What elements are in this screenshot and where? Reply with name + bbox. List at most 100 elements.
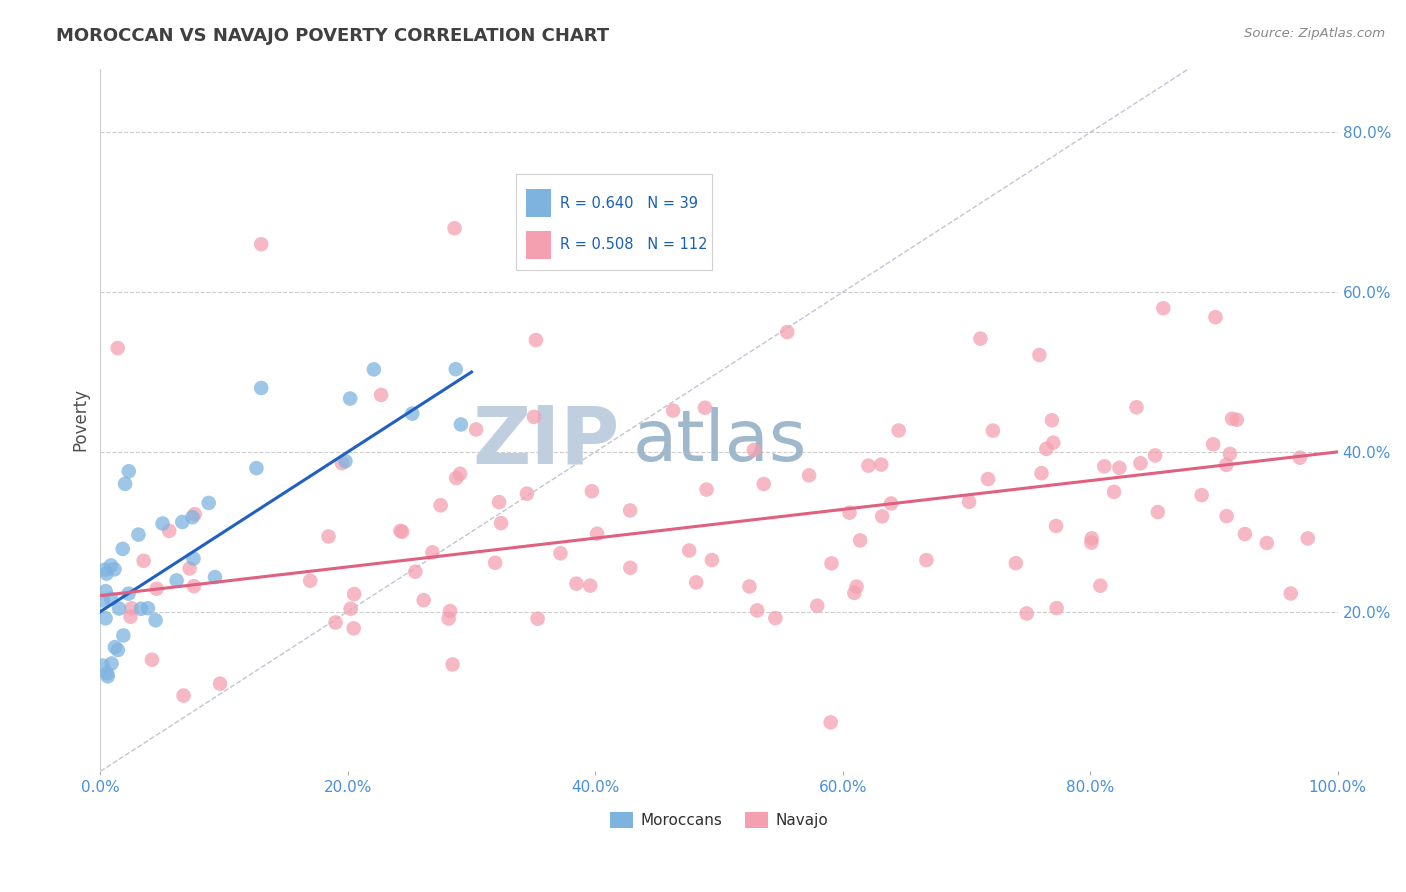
Point [172,515,194,529]
Point [849,533,872,548]
Point [488,495,510,509]
Point [446,471,468,485]
Point [108,601,131,615]
Point [404,565,426,579]
Point [104,640,127,654]
Point [401,407,423,421]
Point [1233,527,1256,541]
Point [619,503,641,517]
Point [981,424,1004,438]
Point [533,212,555,227]
Point [450,417,472,432]
Point [343,621,366,635]
Point [91,593,114,607]
Point [204,570,226,584]
Point [1040,413,1063,427]
Point [145,582,167,596]
Text: MOROCCAN VS NAVAJO POVERTY CORRELATION CHART: MOROCCAN VS NAVAJO POVERTY CORRELATION C… [56,27,609,45]
Point [91,658,114,673]
Point [183,551,205,566]
Point [1288,450,1310,465]
Text: atlas: atlas [633,407,807,475]
Point [693,401,716,415]
Legend: Moroccans, Navajo: Moroccans, Navajo [603,805,834,834]
Point [870,458,893,472]
Point [1125,401,1147,415]
Point [969,332,991,346]
Point [1080,535,1102,549]
Point [181,510,204,524]
Point [738,579,761,593]
Point [96,666,118,681]
Point [245,461,267,475]
Point [449,467,471,481]
Point [157,524,180,538]
Point [1090,579,1112,593]
Point [1092,459,1115,474]
Point [678,543,700,558]
Text: Source: ZipAtlas.com: Source: ZipAtlas.com [1244,27,1385,40]
Point [820,557,842,571]
Point [121,601,143,615]
Point [579,579,602,593]
Point [1015,607,1038,621]
Point [1102,484,1125,499]
Point [820,715,842,730]
Point [339,392,361,406]
Point [117,587,139,601]
Point [111,541,134,556]
Text: R = 0.640   N = 39: R = 0.640 N = 39 [560,195,697,211]
Point [444,362,467,376]
Point [763,611,786,625]
Point [844,586,866,600]
Point [97,669,120,683]
Point [619,560,641,574]
Point [208,676,231,690]
Point [112,628,135,642]
Point [370,388,392,402]
Point [250,237,273,252]
Point [526,612,548,626]
Point [1028,348,1050,362]
Point [1005,556,1028,570]
Point [1046,601,1069,615]
Point [752,477,775,491]
Point [838,506,860,520]
Point [107,643,129,657]
Point [977,472,1000,486]
Point [1256,536,1278,550]
Point [141,653,163,667]
Point [152,516,174,531]
Point [1215,509,1237,524]
Text: R = 0.508   N = 112: R = 0.508 N = 112 [560,237,707,252]
Point [870,509,893,524]
Point [94,563,117,577]
Point [1191,488,1213,502]
Point [1042,435,1064,450]
Point [581,484,603,499]
Point [127,527,149,541]
Point [1035,442,1057,456]
Point [586,526,609,541]
Point [197,496,219,510]
Point [439,604,461,618]
Point [166,574,188,588]
Point [183,579,205,593]
Point [1129,456,1152,470]
Point [1202,437,1225,451]
Point [742,443,765,458]
Point [957,495,980,509]
Point [524,333,547,347]
Point [1144,449,1167,463]
Point [550,546,572,560]
Point [179,561,201,575]
Point [523,409,546,424]
Point [363,362,385,376]
Point [103,562,125,576]
Point [489,516,512,530]
Point [443,221,465,235]
Point [1152,301,1174,315]
Point [845,580,868,594]
Point [1108,460,1130,475]
Point [429,498,451,512]
